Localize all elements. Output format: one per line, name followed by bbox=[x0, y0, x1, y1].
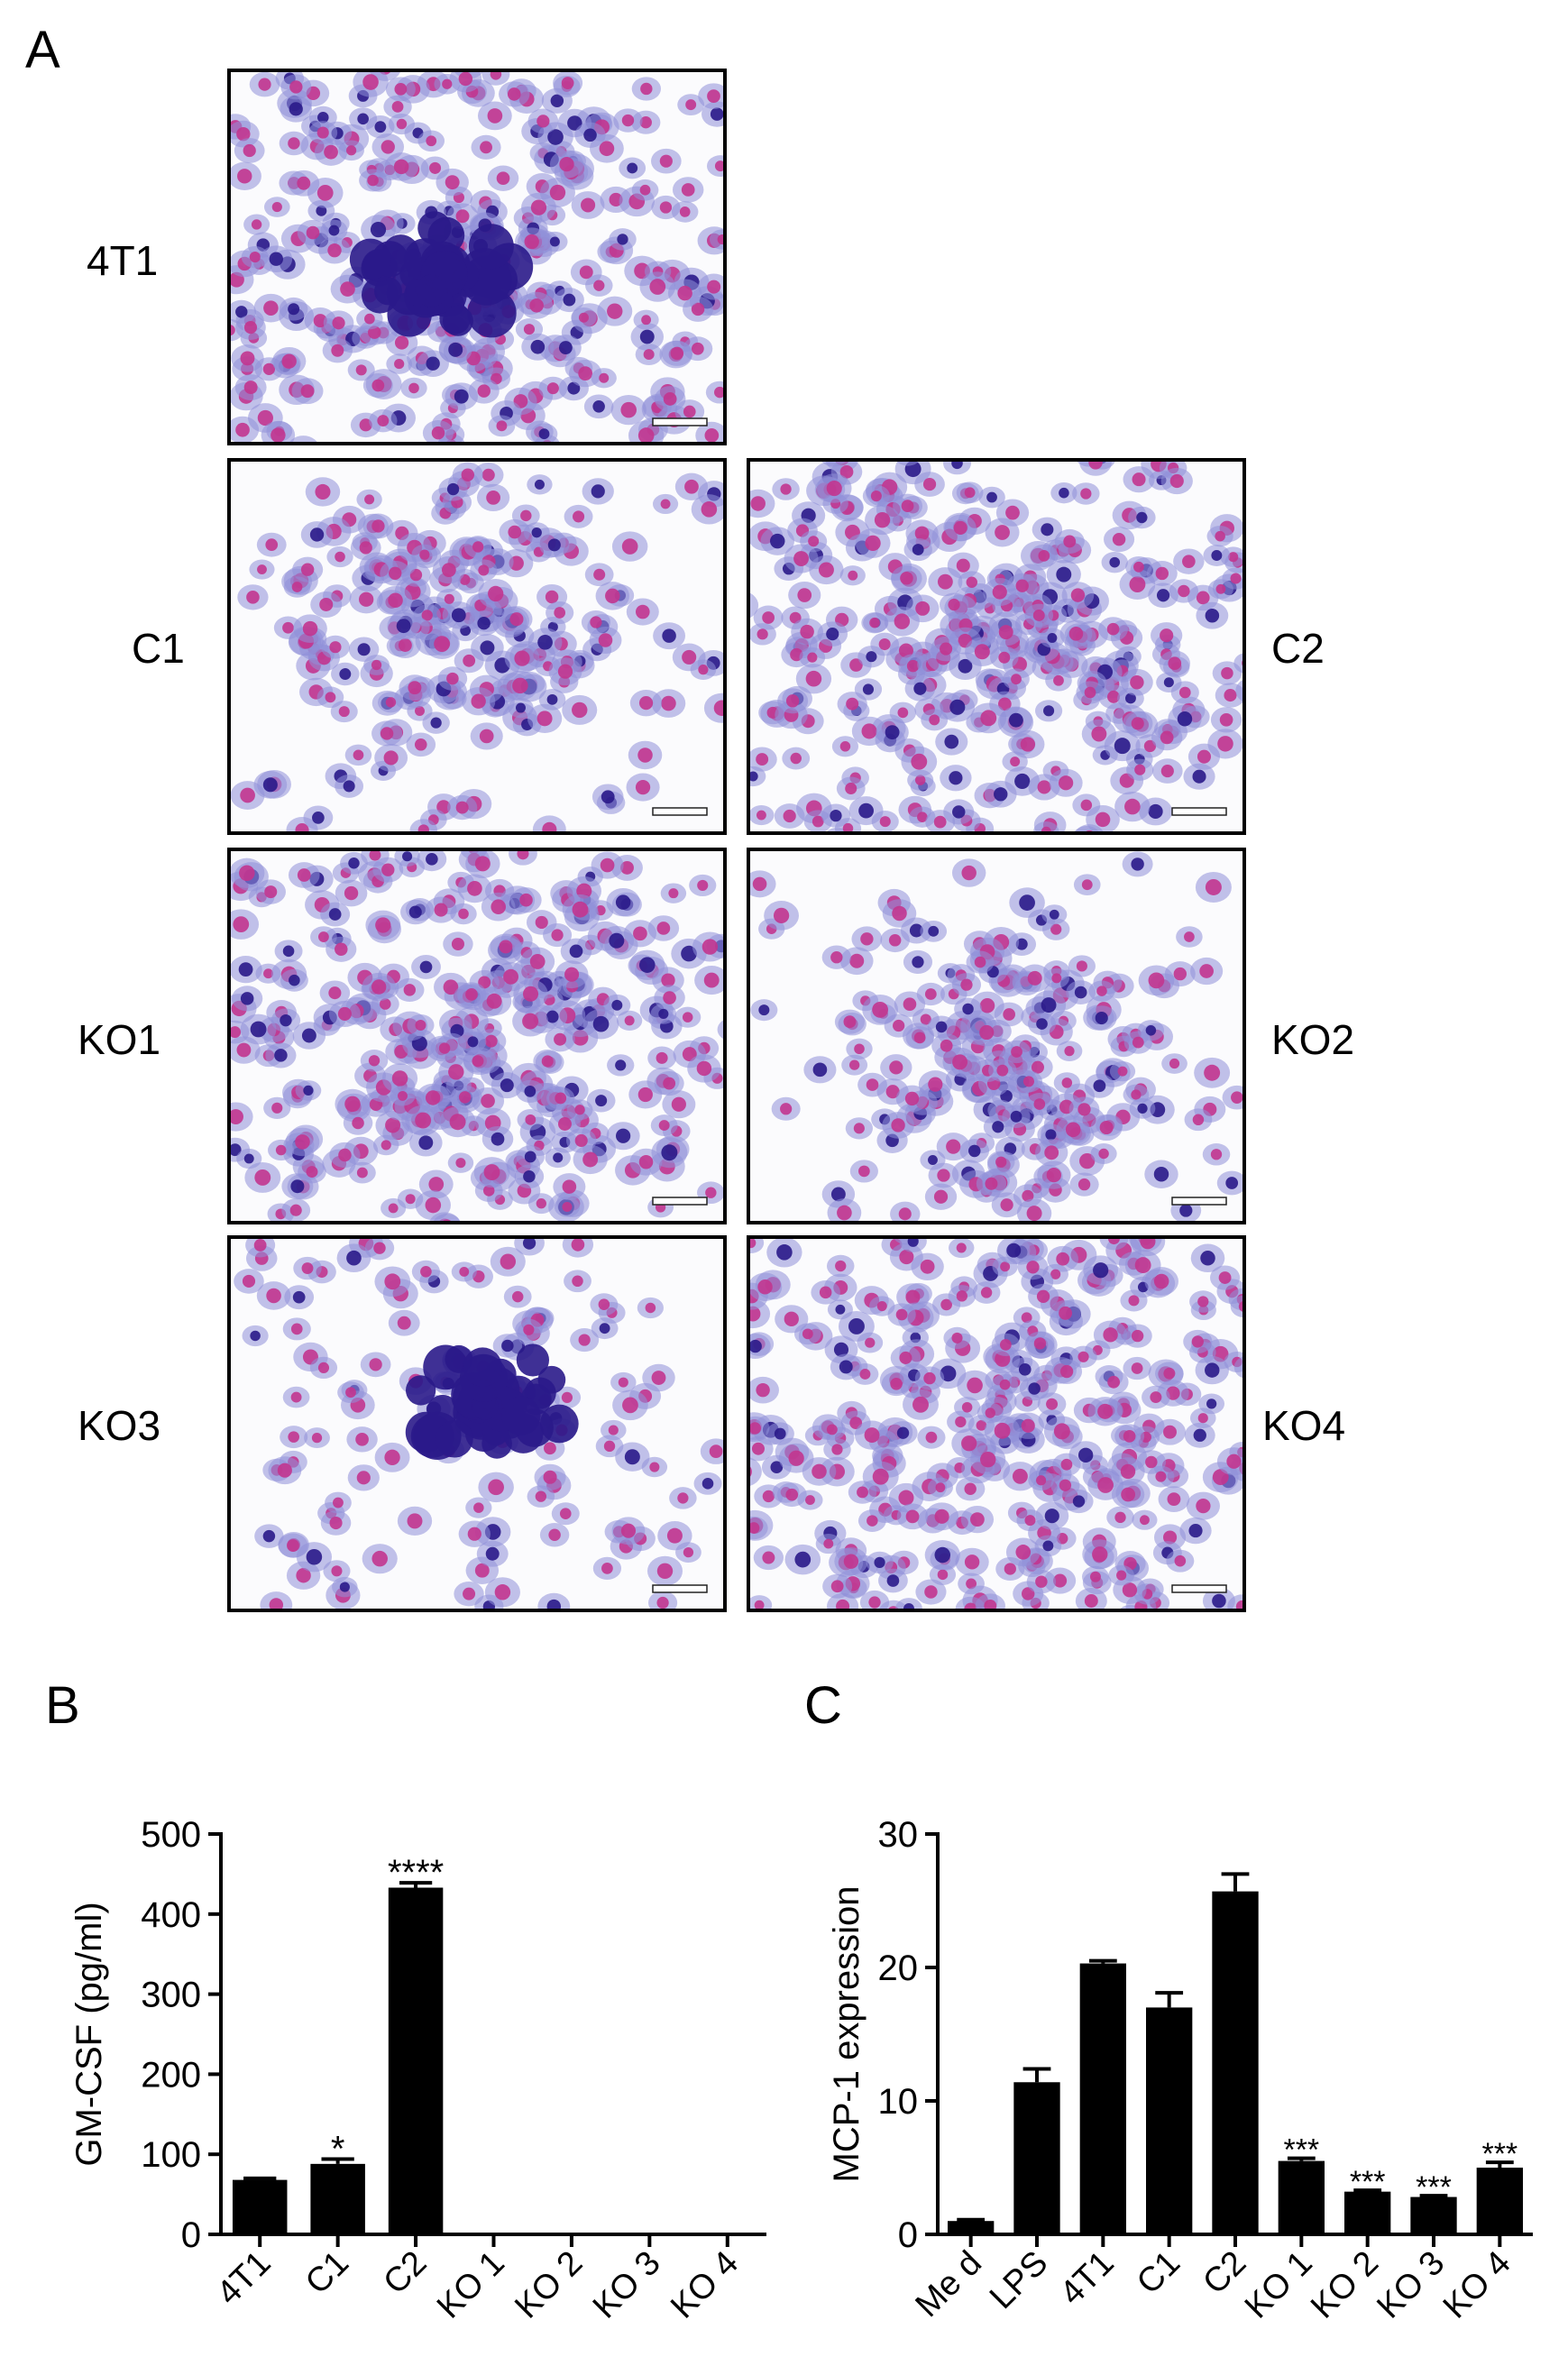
micrograph-label-4t1: 4T1 bbox=[87, 237, 159, 284]
bar bbox=[1476, 2168, 1523, 2234]
significance-label: *** bbox=[1283, 2133, 1319, 2168]
significance-label: *** bbox=[1481, 2137, 1518, 2171]
bar bbox=[948, 2221, 995, 2234]
x-tick-label: KO 2 bbox=[1304, 2244, 1386, 2326]
micrograph-ko1 bbox=[227, 848, 727, 1224]
bar bbox=[388, 1887, 444, 2234]
panel-letter-b: B bbox=[45, 1676, 80, 1735]
micrograph-c1 bbox=[227, 458, 727, 835]
bar bbox=[1410, 2196, 1457, 2234]
x-tick-label: KO 3 bbox=[1370, 2244, 1452, 2326]
x-tick-label: 4T1 bbox=[210, 2244, 279, 2313]
y-tick-label: 200 bbox=[141, 2055, 201, 2095]
bar bbox=[1013, 2082, 1060, 2234]
significance-label: * bbox=[331, 2130, 345, 2169]
x-tick-label: KO 4 bbox=[664, 2244, 746, 2326]
bar bbox=[1278, 2160, 1325, 2234]
y-tick-label: 300 bbox=[141, 1976, 201, 2015]
micrograph-label-ko1: KO1 bbox=[78, 1016, 161, 1063]
micrograph-label-ko2: KO2 bbox=[1271, 1016, 1355, 1063]
x-tick-label: Me d bbox=[909, 2244, 989, 2325]
bar bbox=[1344, 2191, 1391, 2234]
x-tick-label: KO 1 bbox=[1238, 2244, 1320, 2326]
micrograph-label-ko4: KO4 bbox=[1262, 1402, 1346, 1449]
x-tick-label: C1 bbox=[298, 2244, 356, 2302]
x-tick-label: C1 bbox=[1130, 2244, 1187, 2302]
y-tick-label: 0 bbox=[898, 2215, 918, 2255]
micrograph-4t1 bbox=[227, 69, 727, 445]
x-tick-label: LPS bbox=[983, 2244, 1055, 2316]
bar bbox=[232, 2179, 288, 2234]
significance-label: *** bbox=[1350, 2165, 1386, 2199]
micrograph-ko4 bbox=[747, 1235, 1246, 1612]
y-axis-label: MCP-1 expression bbox=[827, 1885, 867, 2182]
micrograph-label-ko3: KO3 bbox=[78, 1402, 161, 1449]
bar bbox=[1146, 2007, 1193, 2234]
y-tick-label: 400 bbox=[141, 1895, 201, 1935]
bar bbox=[310, 2163, 365, 2234]
x-tick-label: KO 3 bbox=[586, 2244, 668, 2326]
micrograph-c2 bbox=[747, 458, 1246, 835]
y-axis-label: GM-CSF (pg/ml) bbox=[69, 1902, 109, 2166]
y-tick-label: 10 bbox=[878, 2082, 919, 2122]
bar bbox=[1212, 1891, 1259, 2234]
chart-gm-csf: 0 100 200 300 400 500 GM-CSF (pg/ml) 4T1 * C1 ****… bbox=[69, 1815, 766, 2326]
significance-label: *** bbox=[1416, 2170, 1452, 2205]
micrograph-ko2 bbox=[747, 848, 1246, 1224]
y-tick-label: 20 bbox=[878, 1949, 919, 1988]
x-tick-label: KO 4 bbox=[1436, 2244, 1518, 2326]
y-tick-label: 100 bbox=[141, 2135, 201, 2175]
significance-label: **** bbox=[388, 1853, 444, 1893]
y-tick-label: 500 bbox=[141, 1815, 201, 1855]
y-tick-label: 0 bbox=[181, 2215, 201, 2255]
x-tick-label: KO 1 bbox=[430, 2244, 512, 2326]
micrograph-ko3 bbox=[227, 1235, 727, 1612]
x-tick-label: 4T1 bbox=[1053, 2244, 1122, 2313]
bar bbox=[1079, 1963, 1126, 2234]
micrograph-label-c2: C2 bbox=[1271, 625, 1325, 672]
panel-letter-a: A bbox=[25, 21, 60, 79]
x-tick-label: C2 bbox=[376, 2244, 434, 2302]
x-tick-label: KO 2 bbox=[508, 2244, 590, 2326]
panel-letter-c: C bbox=[804, 1676, 842, 1735]
y-tick-label: 30 bbox=[878, 1815, 919, 1855]
micrograph-label-c1: C1 bbox=[132, 625, 185, 672]
